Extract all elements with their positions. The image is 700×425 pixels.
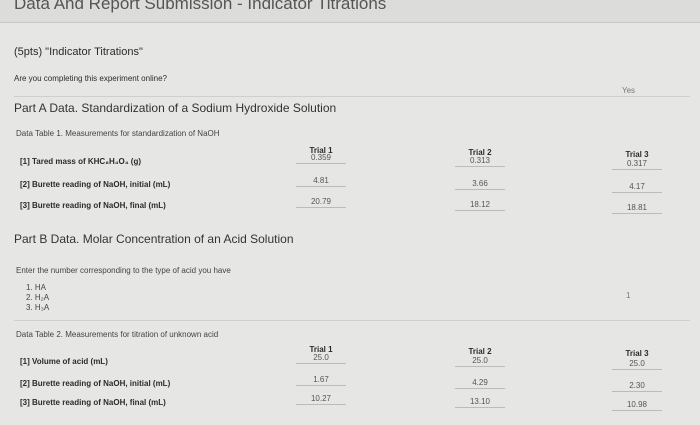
row-label: [1] Tared mass of KHC₈H₄O₄ (g) (20, 157, 142, 166)
part-title: Part A Data. Standardization of a Sodium… (14, 101, 337, 115)
column-header: Trial 1 (309, 146, 333, 155)
value-field[interactable]: 3.66 (455, 179, 505, 190)
page-title: Data And Report Submission - Indicator T… (14, 0, 387, 13)
answer-field[interactable]: 1 (626, 291, 631, 300)
value-field[interactable]: 13.10 (455, 397, 505, 408)
option: 2. H₂A (26, 293, 50, 302)
value-field[interactable]: 18.12 (455, 200, 505, 211)
value-field[interactable]: 4.17 (612, 182, 662, 193)
row-label: [3] Burette reading of NaOH, final (mL) (20, 398, 166, 407)
value-field[interactable]: 20.79 (296, 197, 346, 208)
value-field[interactable]: 25.0 (612, 359, 662, 370)
part-title: Part B Data. Molar Concentration of an A… (14, 232, 294, 246)
value-field[interactable]: 18.81 (612, 203, 662, 214)
column-header: Trial 3 (625, 150, 649, 159)
value-field[interactable]: 25.0 (455, 356, 505, 367)
option: 3. H₃A (26, 303, 50, 312)
section-title: (5pts) "Indicator Titrations" (14, 46, 143, 58)
value-field[interactable]: 10.27 (296, 394, 346, 405)
question: Are you completing this experiment onlin… (14, 74, 167, 83)
answer-field[interactable]: Yes (622, 86, 636, 95)
column-header: Trial 2 (468, 347, 492, 356)
row-label: [1] Volume of acid (mL) (20, 357, 108, 366)
option: 1. HA (26, 283, 47, 292)
table-caption: Data Table 2. Measurements for titration… (16, 330, 219, 339)
value-field[interactable]: 4.29 (455, 378, 505, 389)
divider (14, 320, 690, 321)
table-caption: Data Table 1. Measurements for standardi… (16, 129, 220, 138)
value-field[interactable]: 1.67 (296, 375, 346, 386)
value-field[interactable]: 25.0 (296, 353, 346, 364)
row-label: [2] Burette reading of NaOH, initial (mL… (20, 180, 171, 189)
divider (14, 96, 690, 97)
column-header: Trial 2 (468, 148, 492, 157)
row-label: [2] Burette reading of NaOH, initial (mL… (20, 379, 171, 388)
row-label: [3] Burette reading of NaOH, final (mL) (20, 201, 166, 210)
value-field[interactable]: 0.359 (296, 153, 346, 164)
column-header: Trial 3 (625, 349, 649, 358)
value-field[interactable]: 0.313 (455, 156, 505, 167)
prompt: Enter the number corresponding to the ty… (16, 266, 231, 275)
value-field[interactable]: 2.30 (612, 381, 662, 392)
value-field[interactable]: 0.317 (612, 159, 662, 170)
value-field[interactable]: 10.98 (612, 400, 662, 411)
value-field[interactable]: 4.81 (296, 176, 346, 187)
header-bar (0, 0, 700, 23)
column-header: Trial 1 (309, 345, 333, 354)
